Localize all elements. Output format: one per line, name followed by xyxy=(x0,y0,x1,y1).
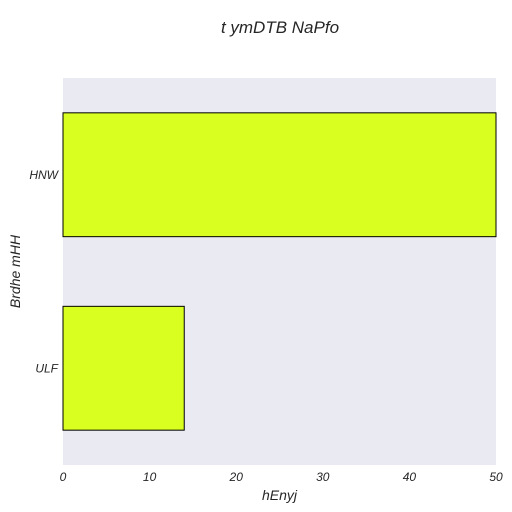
x-tick-label: 10 xyxy=(143,470,157,484)
bar-hnw xyxy=(62,112,497,238)
x-tick-label: 30 xyxy=(316,470,330,484)
x-tick-label: 0 xyxy=(60,470,67,484)
x-axis-label: hEnyj xyxy=(262,487,298,503)
y-axis-label: Brdhe mHH xyxy=(7,234,23,308)
x-tick-label: 40 xyxy=(403,470,417,484)
chart-title: t ymDTB NaPfo xyxy=(220,18,340,37)
bar-ulf xyxy=(62,305,185,431)
x-tick-label: 50 xyxy=(489,470,503,484)
y-tick-label: ULF xyxy=(35,361,58,375)
y-tick-label: HNW xyxy=(29,168,59,182)
x-tick-label: 20 xyxy=(229,470,244,484)
